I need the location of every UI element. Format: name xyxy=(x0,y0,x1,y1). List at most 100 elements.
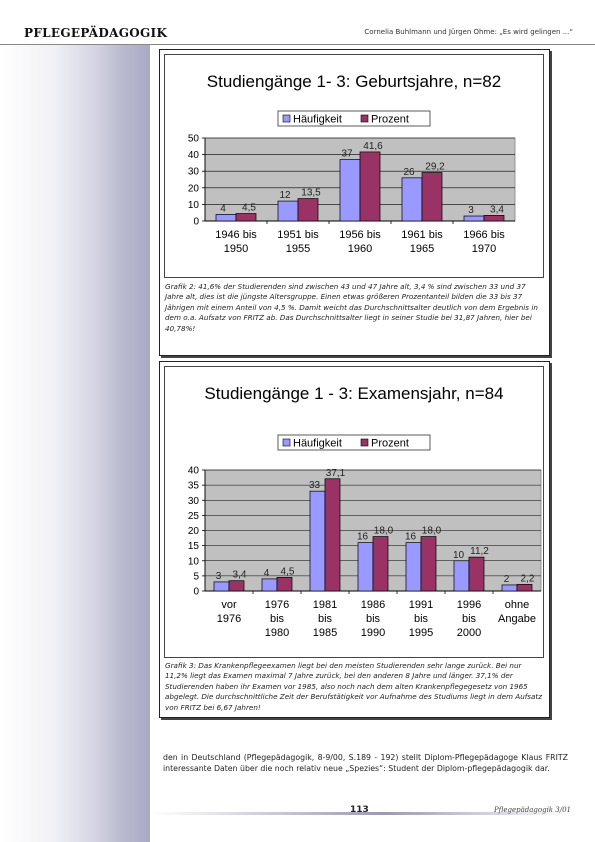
figure-caption: Grafik 2: 41,6% der Studierenden sind zw… xyxy=(165,282,538,333)
data-label: 37,1 xyxy=(326,468,346,479)
chart-title: Studiengänge 1- 3: Geburtsjahre, n=82 xyxy=(206,72,502,91)
data-label: 3,4 xyxy=(490,204,504,215)
figure-caption: Grafik 3: Das Krankenpflegeexamen liegt … xyxy=(165,661,543,712)
header-rule xyxy=(0,44,595,45)
data-label: 2,2 xyxy=(521,573,535,584)
y-tick-label: 15 xyxy=(188,541,200,552)
x-tick-label: 1960 xyxy=(348,243,372,255)
y-tick-label: 20 xyxy=(188,183,200,194)
x-tick-label: vor xyxy=(221,599,237,611)
data-label: 26 xyxy=(403,167,415,178)
bar xyxy=(324,478,341,592)
bar xyxy=(339,159,361,222)
bar xyxy=(277,200,299,222)
x-tick-label: Angabe xyxy=(498,613,536,625)
figure-panel-exam-year: Häufigkeit Prozent 0 5 10 15 20 25 30 35 40 3 3,4 vor… xyxy=(159,361,550,718)
y-tick-label: 10 xyxy=(188,556,200,567)
y-tick-label: 0 xyxy=(193,587,199,598)
x-tick-label: 1986 xyxy=(361,599,385,611)
bar xyxy=(483,215,505,222)
y-tick-label: 30 xyxy=(188,167,200,178)
y-tick-label: 25 xyxy=(188,511,200,522)
chart-legend-box xyxy=(277,110,431,127)
x-tick-label: 1995 xyxy=(409,627,433,639)
data-label: 4 xyxy=(264,568,270,579)
bar xyxy=(359,151,381,222)
y-tick-label: 0 xyxy=(193,217,199,228)
data-label: 10 xyxy=(453,550,465,561)
bar xyxy=(235,213,257,222)
x-tick-label: 1991 xyxy=(409,599,433,611)
x-tick-label: 1985 xyxy=(313,627,337,639)
x-tick-label: 1961 bis xyxy=(401,229,443,241)
legend-swatch xyxy=(282,438,291,447)
x-tick-label: bis xyxy=(414,613,429,625)
bar xyxy=(276,577,293,592)
x-tick-label: 1951 bis xyxy=(277,229,319,241)
y-tick-label: 50 xyxy=(188,134,200,145)
data-label: 4,5 xyxy=(242,203,256,214)
x-tick-label: 1981 xyxy=(313,599,337,611)
data-label: 16 xyxy=(357,532,369,543)
bar xyxy=(463,215,485,222)
bar xyxy=(213,581,230,592)
x-tick-label: 1976 xyxy=(265,599,289,611)
y-tick-label: 10 xyxy=(188,200,200,211)
bar xyxy=(357,542,374,592)
bar xyxy=(405,542,422,592)
data-label: 11,2 xyxy=(470,546,489,557)
x-tick-label: bis xyxy=(366,613,381,625)
bar xyxy=(401,177,423,222)
x-tick-label: 1970 xyxy=(472,243,496,255)
data-label: 4 xyxy=(220,203,226,214)
data-label: 13,5 xyxy=(301,188,321,199)
bar xyxy=(297,198,319,222)
x-tick-label: 1946 bis xyxy=(215,229,257,241)
bar-chart-birth-years: Häufigkeit Prozent 0 10 20 30 40 50 4 4,5 1946 bis… xyxy=(188,110,516,255)
bar xyxy=(421,172,443,222)
data-label: 4,5 xyxy=(281,566,295,577)
x-tick-label: 1950 xyxy=(224,243,248,255)
chart-frame: Häufigkeit Prozent 0 10 20 30 40 50 4 4,5 1946 bis… xyxy=(164,54,544,278)
journal-title: PFLEGEPÄDAGOGIK xyxy=(24,26,168,40)
data-label: 18,0 xyxy=(422,526,442,537)
chart-title: Studiengänge 1 - 3: Examensjahr, n=84 xyxy=(204,384,504,403)
page-number: 113 xyxy=(350,805,369,815)
data-label: 3,4 xyxy=(233,570,247,581)
y-tick-label: 40 xyxy=(188,466,200,477)
x-tick-label: 1996 xyxy=(457,599,481,611)
legend-label: Häufigkeit xyxy=(293,438,342,450)
x-tick-label: 1956 bis xyxy=(339,229,381,241)
legend-label: Häufigkeit xyxy=(293,114,342,126)
bar xyxy=(501,584,518,592)
legend-label: Prozent xyxy=(371,114,409,126)
chart-frame: Häufigkeit Prozent 0 5 10 15 20 25 30 35 40 3 3,4 vor… xyxy=(164,366,544,658)
bar xyxy=(372,536,389,592)
data-label: 33 xyxy=(309,480,321,491)
bar xyxy=(309,490,326,592)
x-tick-label: 2000 xyxy=(457,627,481,639)
legend-swatch xyxy=(360,438,369,447)
bar-chart-exam-year: Häufigkeit Prozent 0 5 10 15 20 25 30 35 40 3 3,4 vor… xyxy=(188,434,542,639)
running-head: Cornelia Buhlmann und Jürgen Ohme: „Es w… xyxy=(364,28,573,36)
y-tick-label: 40 xyxy=(188,150,200,161)
data-label: 3 xyxy=(468,205,474,216)
y-tick-label: 30 xyxy=(188,496,200,507)
y-tick-label: 20 xyxy=(188,526,200,537)
data-label: 16 xyxy=(405,532,417,543)
bar xyxy=(261,578,278,592)
bar xyxy=(228,580,245,592)
legend-swatch xyxy=(282,114,291,123)
legend-label: Prozent xyxy=(371,438,409,450)
data-label: 18,0 xyxy=(374,526,394,537)
x-tick-label: ohne xyxy=(505,599,529,611)
data-label: 2 xyxy=(504,574,510,585)
x-tick-label: 1965 xyxy=(410,243,434,255)
x-tick-label: bis xyxy=(462,613,477,625)
data-label: 37 xyxy=(341,149,353,160)
bar xyxy=(468,556,485,592)
body-paragraph: den in Deutschland (Pflegepädagogik, 8-9… xyxy=(163,753,568,773)
data-label: 12 xyxy=(279,190,291,201)
data-label: 41,6 xyxy=(363,141,383,152)
bar xyxy=(215,214,237,222)
